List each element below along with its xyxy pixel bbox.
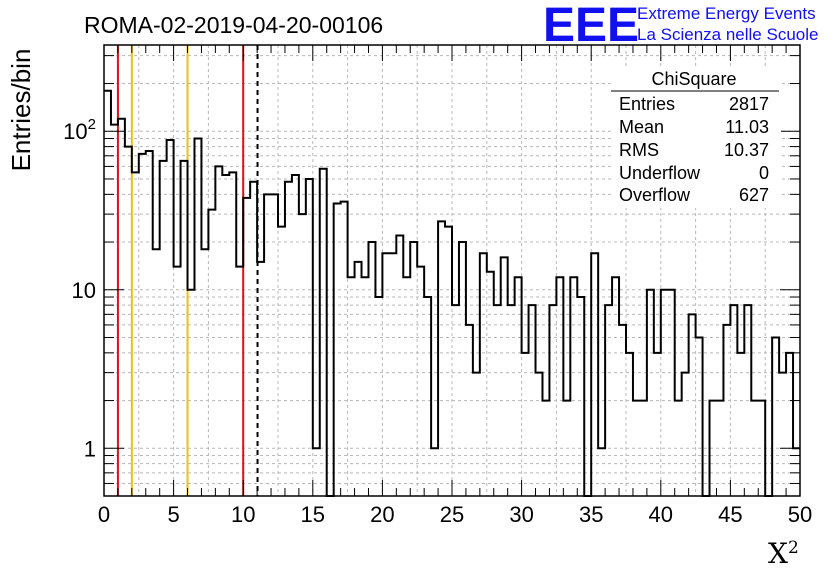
histogram-bars [104,89,800,497]
logo-line-1: Extreme Energy Events [637,4,816,23]
logo-line-2: La Scienza nelle Scuole [637,25,818,44]
chart-title: ROMA-02-2019-04-20-00106 [84,12,383,38]
y-tick-label: 10 [72,278,96,303]
x-axis-ticks: 0 5 10 15 20 25 30 35 40 45 50 [98,45,812,527]
eee-logo: EEE Extreme Energy Events La Scienza nel… [543,0,818,52]
stats-entries-label: Entries [619,94,675,114]
stats-box: ChiSquare Entries 2817 Mean 11.03 RMS 10… [611,68,781,208]
x-axis-label: X2 [768,537,799,570]
x-tick-label: 45 [718,502,742,527]
x-tick-label: 40 [649,502,673,527]
x-tick-label: 5 [167,502,179,527]
x-tick-label: 10 [231,502,255,527]
x-axis-label-superscript: 2 [788,538,799,558]
x-tick-label: 0 [98,502,110,527]
stats-rms-value: 10.37 [724,140,769,160]
stats-entries-value: 2817 [729,94,769,114]
x-tick-label: 15 [301,502,325,527]
stats-overflow-value: 627 [739,185,769,205]
stats-mean-label: Mean [619,117,664,137]
y-tick-label: 102 [63,116,96,144]
y-axis-label: Entries/bin [6,49,36,172]
stats-title: ChiSquare [651,69,736,89]
y-tick-label: 1 [84,436,96,461]
eee-logo-text: EEE [543,0,639,52]
x-tick-label: 30 [509,502,533,527]
x-axis-label-base: X [768,537,788,570]
y-tick-label-base: 10 [63,119,87,144]
stats-overflow-label: Overflow [619,185,691,205]
stats-rms-label: RMS [619,140,659,160]
stats-mean-value: 11.03 [725,117,769,137]
x-tick-label: 50 [788,502,812,527]
histogram-outline [104,89,800,497]
stats-underflow-label: Underflow [619,163,701,183]
y-tick-label-exponent: 2 [88,116,96,133]
x-tick-label: 35 [579,502,603,527]
x-tick-label: 20 [370,502,394,527]
stats-underflow-value: 0 [759,163,769,183]
x-tick-label: 25 [440,502,464,527]
